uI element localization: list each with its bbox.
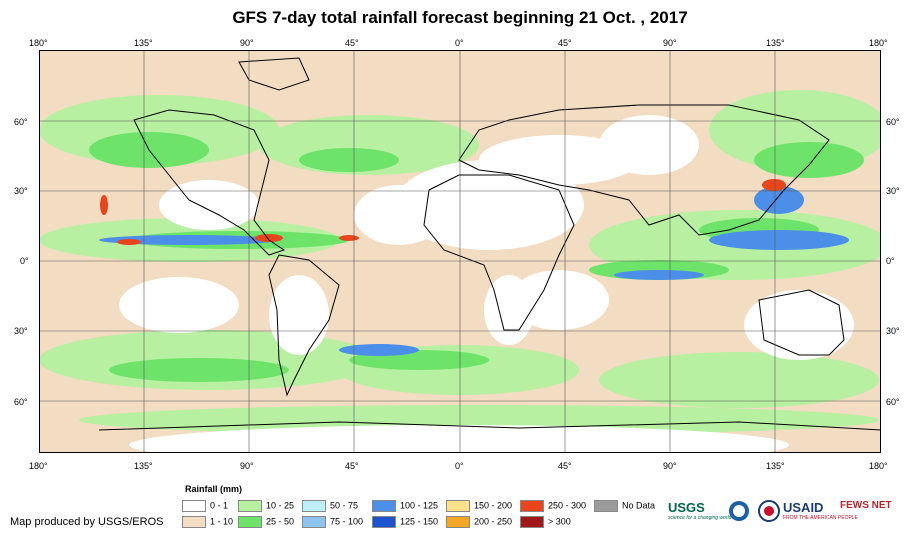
lon-tick: 0°	[455, 461, 464, 471]
lon-tick: 45°	[345, 461, 359, 471]
lon-tick: 180°	[29, 38, 48, 48]
lat-tick: 0°	[886, 256, 895, 266]
lat-tick: 60°	[886, 117, 900, 127]
legend-swatch	[182, 500, 206, 512]
legend-item: 10 - 25	[238, 500, 294, 512]
graticule	[39, 50, 881, 453]
usaid-seal-icon	[758, 500, 780, 522]
lat-tick: 60°	[14, 397, 28, 407]
coastlines	[98, 57, 881, 431]
legend-swatch	[446, 500, 470, 512]
legend-item: 50 - 75	[302, 500, 358, 512]
lon-tick: 0°	[455, 38, 464, 48]
lon-tick: 135°	[134, 38, 153, 48]
legend-item: 75 - 100	[302, 516, 363, 528]
usgs-logo: USGS science for a changing world	[668, 500, 732, 521]
legend-item: 125 - 150	[372, 516, 438, 528]
lon-tick: 180°	[29, 461, 48, 471]
lat-tick: 30°	[886, 326, 900, 336]
legend-item: 100 - 125	[372, 500, 438, 512]
lat-tick: 0°	[20, 256, 29, 266]
lon-tick: 180°	[869, 38, 888, 48]
map-title: GFS 7-day total rainfall forecast beginn…	[232, 8, 688, 27]
lat-tick: 60°	[886, 397, 900, 407]
legend-title: Rainfall (mm)	[185, 484, 243, 494]
noaa-logo-icon	[729, 501, 749, 521]
legend-item: 1 - 10	[182, 516, 233, 528]
legend-item: 200 - 250	[446, 516, 512, 528]
lon-tick: 90°	[663, 461, 677, 471]
lon-tick: 180°	[869, 461, 888, 471]
legend-item: 150 - 200	[446, 500, 512, 512]
lon-tick: 90°	[240, 461, 254, 471]
rain-light-green	[39, 90, 881, 435]
legend-item: 0 - 1	[182, 500, 228, 512]
legend-swatch	[302, 500, 326, 512]
legend-swatch	[520, 500, 544, 512]
rain-heavy	[100, 179, 786, 245]
legend-swatch	[302, 516, 326, 528]
legend-swatch	[238, 500, 262, 512]
legend-item: No Data	[594, 500, 655, 512]
legend-item: > 300	[520, 516, 571, 528]
legend-swatch	[238, 516, 262, 528]
legend-swatch	[372, 516, 396, 528]
usaid-logo: USAID FROM THE AMERICAN PEOPLE	[783, 500, 858, 521]
lon-tick: 45°	[345, 38, 359, 48]
lon-tick: 135°	[134, 461, 153, 471]
lat-tick: 30°	[14, 326, 28, 336]
lat-tick: 30°	[14, 186, 28, 196]
lon-tick: 135°	[766, 461, 785, 471]
credit-text: Map produced by USGS/EROS	[10, 516, 164, 528]
legend-swatch	[372, 500, 396, 512]
dry-areas	[119, 115, 854, 453]
legend-swatch	[446, 516, 470, 528]
rainfall-map	[39, 50, 881, 453]
lat-tick: 30°	[886, 186, 900, 196]
lat-tick: 60°	[14, 117, 28, 127]
legend-swatch	[594, 500, 618, 512]
lon-tick: 45°	[558, 38, 572, 48]
legend-item: 25 - 50	[238, 516, 294, 528]
legend-item: 250 - 300	[520, 500, 586, 512]
lon-tick: 90°	[240, 38, 254, 48]
legend-swatch	[182, 516, 206, 528]
legend-swatch	[520, 516, 544, 528]
lon-tick: 135°	[766, 38, 785, 48]
map-frame	[39, 50, 881, 453]
fews-net-logo: FEWS NET	[840, 500, 892, 511]
lon-tick: 90°	[663, 38, 677, 48]
lon-tick: 45°	[558, 461, 572, 471]
